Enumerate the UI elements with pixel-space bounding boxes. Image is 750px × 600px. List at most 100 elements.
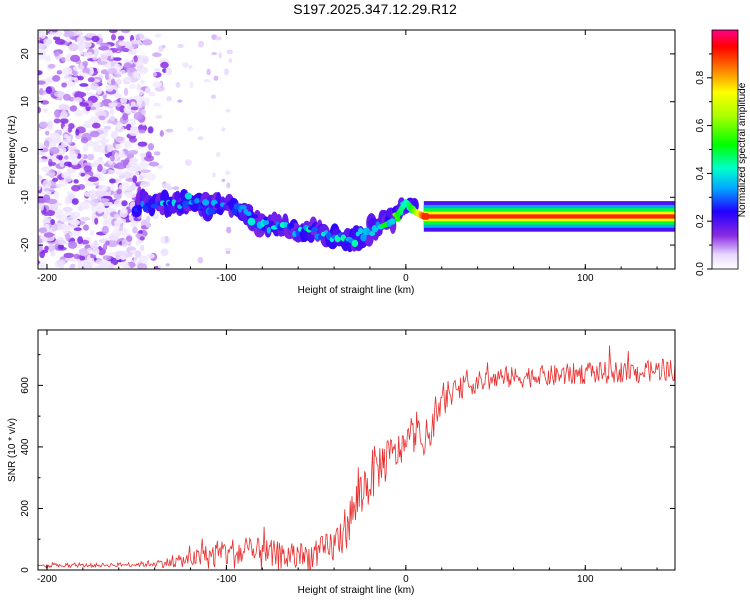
spectrogram-noise-blob (39, 202, 44, 211)
spectrogram-noise-blob (100, 52, 108, 61)
spectrogram-noise-blob (213, 75, 219, 81)
spectrogram-noise-blob (107, 119, 112, 124)
spectrogram-noise-blob (211, 94, 216, 99)
spectrogram-noise-blob (123, 103, 129, 107)
spectrogram-noise-blob (145, 151, 152, 159)
spectrogram-ridge-core (194, 197, 200, 204)
spectrogram-noise-blob (140, 169, 151, 173)
spectrogram-noise-blob (107, 78, 112, 85)
spectrogram-noise-blob (136, 83, 141, 91)
spectrogram-noise-blob (135, 33, 145, 40)
spectrogram-image (38, 30, 675, 269)
spectrogram-ridge-core (351, 239, 359, 247)
spectrogram-noise-blob (221, 178, 226, 183)
spectrogram-ridge-core (245, 211, 252, 217)
spectrogram-noise-blob (115, 170, 124, 176)
spectrogram-noise-blob (126, 235, 133, 242)
colorbar: 0.0 0.2 0.4 0.6 0.8 Normalized spectral ampl… (695, 29, 748, 276)
snr-panel: -200 -100 0 100 0 200 400 600 Height of straig… (7, 329, 676, 596)
spectrogram-noise-blob (58, 155, 63, 161)
spectrogram-noise-blob (148, 161, 159, 167)
spectrogram-noise-blob (96, 206, 104, 214)
spectrogram-noise-blob (61, 56, 66, 62)
spectrogram-noise-blob (56, 260, 64, 267)
spectrogram-noise-blob (160, 61, 169, 69)
spectrogram-noise-blob (55, 239, 60, 245)
spectrogram-noise-blob (90, 198, 99, 207)
spectrogram-noise-blob (166, 96, 172, 102)
spectrogram-noise-blob (53, 209, 64, 218)
spectrogram-noise-blob (218, 52, 222, 59)
spectrogram-noise-blob (142, 39, 153, 46)
spectrogram-noise-blob (71, 211, 81, 219)
spectrogram-noise-blob (113, 57, 122, 61)
spectrogram-noise-blob (188, 65, 193, 69)
spectrogram-noise-blob (152, 52, 162, 57)
spectrogram-noise-blob (92, 122, 101, 129)
spectrogram-noise-blob (70, 54, 81, 63)
spectrogram-noise-blob (147, 126, 154, 134)
spectrogram-noise-blob (89, 116, 100, 125)
spectrogram-noise-blob (44, 245, 49, 251)
spectrogram-noise-blob (121, 200, 128, 207)
spectrogram-noise-blob (63, 155, 69, 160)
spectrogram-x-tick-label: -100 (216, 273, 236, 284)
spectrogram-noise-blob (212, 172, 216, 178)
spectrogram-noise-blob (137, 262, 148, 269)
spectrogram-noise-blob (54, 38, 66, 45)
spectrogram-noise-blob (110, 155, 115, 162)
spectrogram-noise-blob (48, 63, 56, 69)
spectrogram-noise-blob (83, 121, 90, 128)
spectrogram-noise-blob (122, 170, 131, 179)
spectrogram-noise-blob (113, 92, 122, 99)
spectrogram-noise-blob (59, 160, 65, 168)
spectrogram-noise-blob (60, 118, 69, 124)
spectrogram-noise-blob (109, 108, 115, 115)
spectrogram-noise-blob (128, 129, 140, 136)
spectrogram-noise-blob (87, 176, 99, 182)
spectrogram-noise-blob (113, 213, 120, 219)
spectrogram-noise-blob (97, 164, 103, 172)
spectrogram-noise-blob (106, 49, 113, 55)
spectrogram-noise-blob (71, 184, 81, 192)
spectrogram-noise-blob (109, 185, 115, 191)
spectrogram-noise-blob (38, 43, 45, 50)
spectrogram-noise-blob (57, 244, 65, 250)
spectrogram-ridge-core (262, 220, 270, 226)
spectrogram-noise-blob (138, 89, 144, 96)
snr-x-ticks: -200 -100 0 100 (37, 330, 658, 585)
spectrogram-noise-blob (138, 175, 144, 181)
spectrogram-noise-blob (116, 78, 122, 85)
spectrogram-noise-blob (94, 217, 99, 225)
spectrogram-noise-blob (82, 144, 89, 152)
spectrogram-noise-blob (128, 49, 137, 55)
spectrogram-noise-blob (102, 213, 108, 220)
spectrogram-noise-blob (39, 121, 49, 128)
spectrogram-noise-blob (126, 164, 131, 171)
spectrogram-noise-blob (225, 109, 231, 113)
spectrogram-noise-blob (63, 134, 69, 139)
spectrogram-noise-blob (44, 55, 51, 62)
spectrogram-noise-blob (157, 264, 162, 269)
spectrogram-noise-blob (132, 226, 138, 234)
spectrogram-noise-blob (76, 153, 82, 159)
spectrogram-noise-blob (92, 265, 104, 269)
spectrogram-noise-blob (73, 97, 83, 103)
colorbar-tick-label: 0.6 (695, 118, 706, 132)
spectrogram-noise-blob (140, 180, 151, 188)
spectrogram-noise-blob (38, 106, 41, 114)
spectrogram-ridge-core (424, 212, 430, 220)
spectrogram-noise-blob (38, 53, 46, 60)
spectrogram-noise-blob (100, 138, 110, 144)
spectrogram-noise-blob (141, 108, 147, 116)
spectrogram-noise-blob (77, 75, 84, 81)
snr-x-tick-label: -200 (37, 574, 57, 585)
spectrogram-noise-blob (142, 58, 149, 64)
spectrogram-noise-blob (52, 177, 59, 182)
spectrogram-noise-blob (124, 253, 133, 258)
spectrogram-ridge-core (137, 204, 143, 212)
spectrogram-noise-blob (133, 71, 140, 79)
spectrogram-noise-blob (221, 127, 226, 132)
spectrogram-noise-blob (87, 153, 95, 161)
spectrogram-noise-blob (103, 218, 114, 225)
